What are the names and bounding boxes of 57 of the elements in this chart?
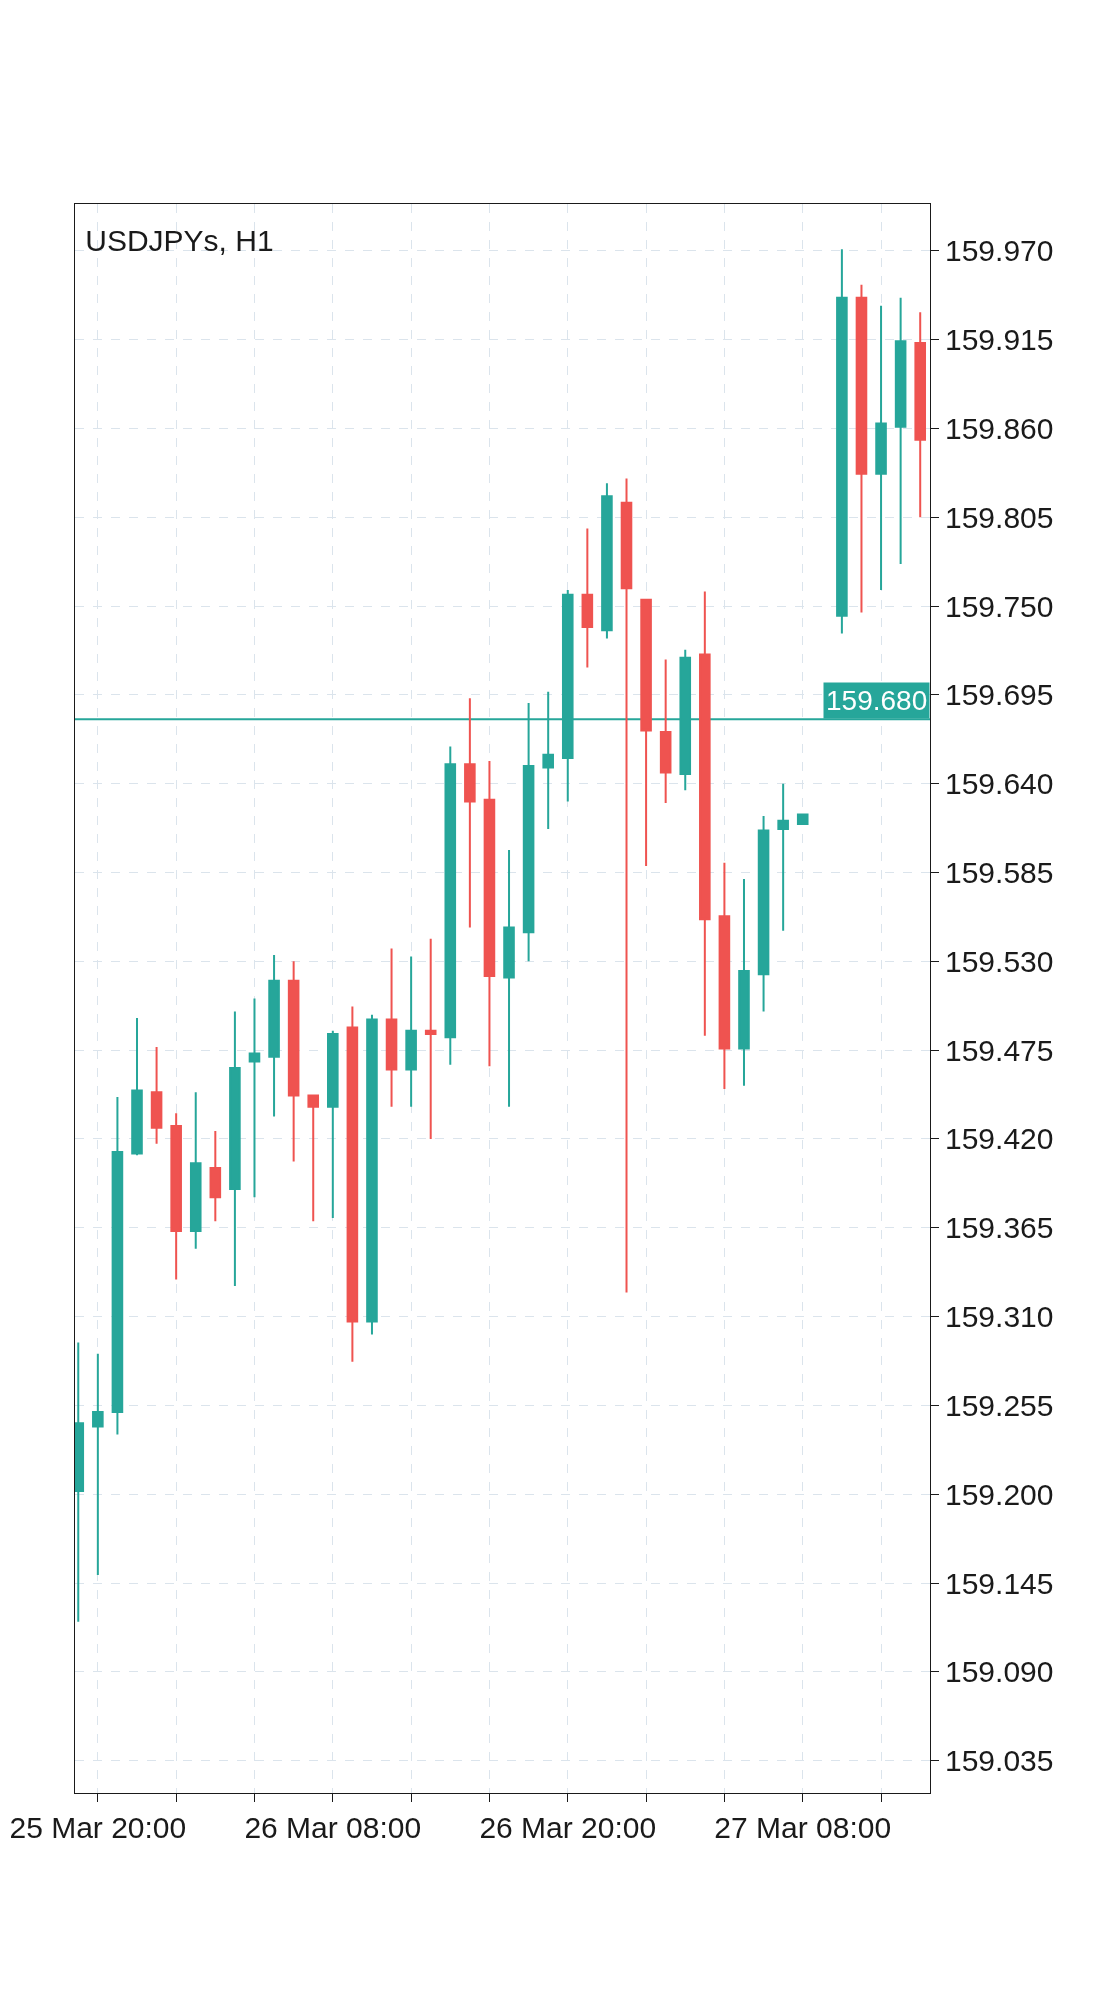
y-tick-label: 159.695: [945, 678, 1054, 712]
y-tick-label: 159.200: [945, 1477, 1054, 1511]
candlestick: [699, 590, 711, 1037]
candlestick: [189, 1091, 202, 1250]
candlestick: [659, 658, 672, 805]
candlestick: [738, 878, 750, 1087]
y-tick-label: 159.420: [945, 1122, 1054, 1156]
y-tick-label: 159.530: [945, 944, 1054, 978]
candlestick: [405, 955, 417, 1108]
candlestick: [581, 527, 594, 669]
x-tick-label: 25 Mar 20:00: [9, 1811, 187, 1844]
candlestick: [131, 1016, 143, 1157]
y-tick-label: 159.365: [945, 1211, 1054, 1245]
x-tick-label: 26 Mar 20:00: [479, 1811, 657, 1844]
y-tick-label: 159.970: [945, 234, 1054, 268]
candlestick: [287, 960, 300, 1163]
y-tick-label: 159.255: [945, 1388, 1054, 1422]
text: USDJPYs, H1: [85, 223, 274, 257]
candlestick: [366, 1013, 378, 1336]
y-tick-label: 159.585: [945, 856, 1054, 890]
candlestick: [248, 997, 261, 1199]
candlestick: [640, 598, 652, 868]
candlestick: [385, 947, 398, 1108]
y-tick-label: 159.805: [945, 500, 1054, 534]
candlestick: [424, 937, 437, 1140]
y-tick-label: 159.860: [945, 411, 1054, 445]
candlestick: [777, 782, 789, 932]
candlestick: [503, 848, 515, 1108]
candlestick: [92, 1352, 104, 1576]
y-tick-label: 159.035: [945, 1744, 1054, 1778]
candlestick: [796, 813, 809, 826]
candlestick: [718, 861, 731, 1090]
candlestick: [170, 1112, 182, 1281]
y-tick-label: 159.750: [945, 589, 1054, 623]
y-tick-label: 159.090: [945, 1655, 1054, 1689]
candlestick: [464, 697, 476, 929]
y-tick-label: 159.640: [945, 767, 1054, 801]
candlestick: [444, 745, 457, 1066]
candlestick: [483, 760, 496, 1068]
y-tick-label: 159.310: [945, 1300, 1054, 1334]
y-tick-label: 159.475: [945, 1033, 1054, 1067]
candlestick: [327, 1029, 339, 1220]
candlestick: [209, 1129, 222, 1223]
candlestick: [757, 815, 770, 1013]
candlestick: [601, 482, 613, 640]
y-tick-label: 159.145: [945, 1566, 1054, 1600]
candlestick: [307, 1094, 320, 1223]
candlestick: [229, 1010, 241, 1287]
candlestick: [620, 477, 633, 1294]
candlestick: [268, 953, 280, 1118]
candlestick: [111, 1096, 124, 1436]
candlestick: [346, 1005, 359, 1363]
y-tick-label: 159.915: [945, 323, 1054, 357]
x-tick-label: 27 Mar 08:00: [714, 1811, 892, 1844]
x-tick-label: 26 Mar 08:00: [244, 1811, 422, 1844]
candlestick: [150, 1045, 163, 1145]
ref-line-label: 159.680: [826, 685, 928, 716]
